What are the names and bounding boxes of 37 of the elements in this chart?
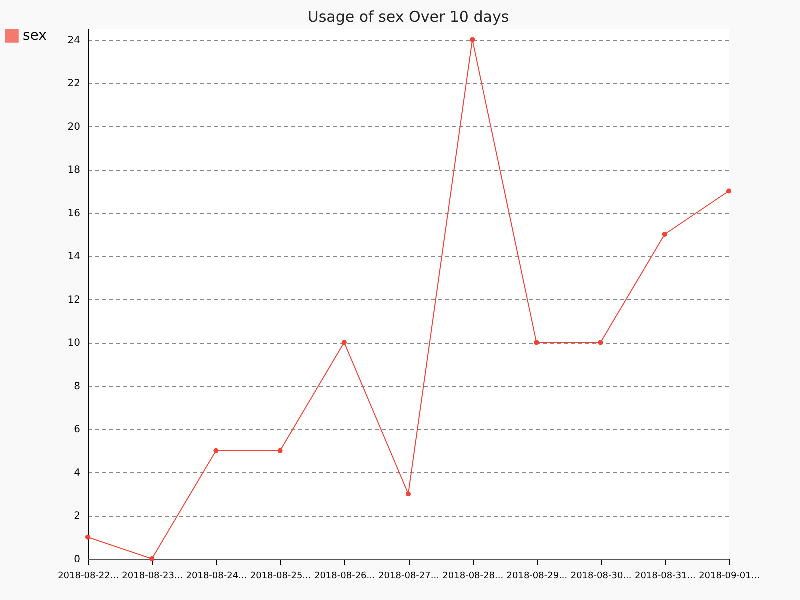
y-tick-label: 22 [68, 78, 80, 90]
x-tick-label: 2018-08-29... [506, 572, 568, 582]
y-tick-label: 4 [74, 468, 80, 479]
x-tick-label: 2018-08-22... [58, 572, 119, 582]
point [406, 492, 411, 497]
point [534, 340, 540, 346]
y-tick-label: 18 [68, 165, 80, 176]
point [598, 340, 604, 346]
y-tick-label: 2 [74, 511, 80, 522]
x-tick-label: 2018-08-30... [570, 572, 632, 582]
point [278, 448, 283, 454]
x-tick-label: 2018-08-23... [122, 572, 184, 582]
point [150, 556, 155, 562]
point [342, 340, 347, 346]
chart-title: Usage of sex Over 10 days [308, 8, 510, 26]
x-tick-label: 2018-08-24... [186, 572, 248, 582]
y-tick-label: 0 [74, 554, 80, 566]
point [726, 188, 732, 194]
y-tick-label: 8 [74, 381, 80, 392]
y-tick-label: 14 [68, 252, 80, 263]
point [214, 448, 219, 454]
x-tick-label: 2018-09-01... [699, 572, 760, 582]
point [662, 232, 668, 238]
x-tick-label: 2018-08-26... [314, 572, 376, 582]
legend-label: sex [23, 28, 47, 44]
point [86, 534, 90, 540]
x-tick-label: 2018-08-28... [442, 572, 504, 582]
y-tick-label: 12 [68, 294, 80, 306]
x-tick-label: 2018-08-25... [250, 572, 312, 582]
y-tick-label: 24 [68, 35, 80, 46]
point [470, 37, 476, 42]
x-tick-label: 2018-08-31... [634, 572, 696, 582]
y-tick-label: 6 [74, 424, 80, 436]
x-tick-label: 2018-08-27... [378, 572, 440, 582]
y-tick-label: 10 [68, 338, 80, 350]
y-tick-label: 16 [68, 208, 80, 220]
y-tick-label: 20 [68, 122, 80, 133]
